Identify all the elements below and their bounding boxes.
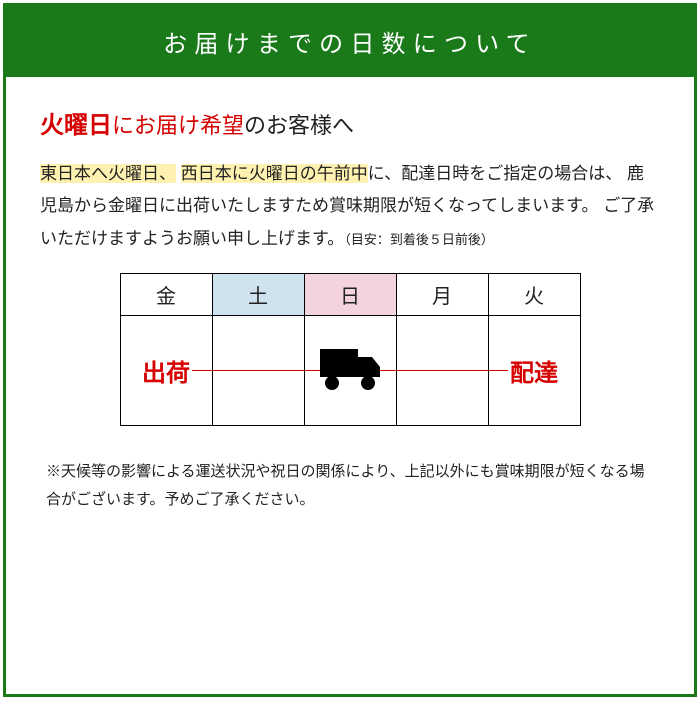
footnote: ※天候等の影響による運送状況や祝日の関係により、上記以外にも賞味期限が短くなる場… (40, 458, 660, 515)
calendar-header-row: 金 土 日 月 火 (120, 273, 580, 315)
highlight-2: 西日本に火曜日の午前中 (181, 164, 368, 183)
deliver-label: 配達 (508, 353, 560, 388)
cell-fri: 出荷 (120, 315, 212, 425)
day-tue: 火 (488, 273, 580, 315)
calendar-wrap: 金 土 日 月 火 出荷 (40, 273, 660, 426)
truck-icon (314, 343, 386, 398)
cell-sat (212, 315, 304, 425)
day-fri: 金 (120, 273, 212, 315)
body-small-note: （目安：到着後５日前後） (344, 232, 494, 247)
subtitle-tail: のお客様へ (244, 113, 354, 138)
content-area: 火曜日にお届け希望のお客様へ 東日本へ火曜日、 西日本に火曜日の午前中に、配達日… (6, 77, 694, 531)
timeline-line (213, 370, 304, 371)
subtitle: 火曜日にお届け希望のお客様へ (40, 105, 660, 140)
day-sun: 日 (304, 273, 396, 315)
ship-label: 出荷 (140, 353, 192, 388)
cell-sun (304, 315, 396, 425)
subtitle-accent-day: 火曜日 (40, 112, 112, 139)
header-title: お届けまでの日数について (163, 31, 537, 58)
outer-frame: お届けまでの日数について 火曜日にお届け希望のお客様へ 東日本へ火曜日、 西日本… (3, 3, 697, 697)
cell-mon (396, 315, 488, 425)
body-mid: に、配達日時をご指定の場合は、 (368, 164, 623, 183)
body-paragraph: 東日本へ火曜日、 西日本に火曜日の午前中に、配達日時をご指定の場合は、 鹿児島か… (40, 158, 660, 255)
cell-tue: 配達 (488, 315, 580, 425)
day-mon: 月 (396, 273, 488, 315)
calendar-body-row: 出荷 (120, 315, 580, 425)
calendar-table: 金 土 日 月 火 出荷 (120, 273, 581, 426)
day-sat: 土 (212, 273, 304, 315)
highlight-1: 東日本へ火曜日、 (40, 164, 176, 183)
header-bar: お届けまでの日数について (6, 6, 694, 77)
timeline-line (397, 370, 488, 371)
subtitle-accent-rest: にお届け希望 (112, 113, 244, 138)
